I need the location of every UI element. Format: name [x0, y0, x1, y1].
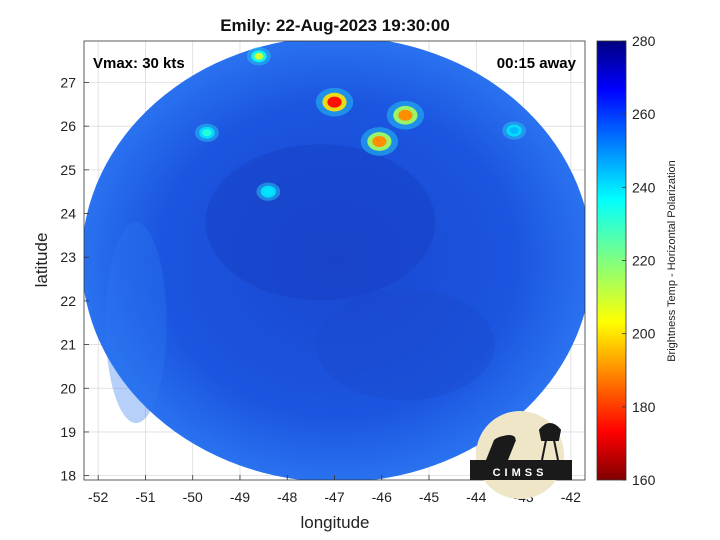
x-tick-label: -50 — [183, 489, 203, 505]
y-tick-label: 19 — [60, 424, 76, 440]
feature-core — [398, 109, 413, 121]
chart-title: Emily: 22-Aug-2023 19:30:00 — [220, 16, 450, 35]
water-tower-icon — [538, 423, 562, 461]
feature-core — [372, 135, 387, 147]
y-tick-label: 18 — [60, 468, 76, 484]
y-tick-label: 22 — [60, 293, 76, 309]
x-tick-label: -44 — [466, 489, 486, 505]
cimss-logo: CIMSS — [470, 411, 572, 499]
feature-core — [263, 188, 273, 196]
y-tick-label: 20 — [60, 380, 76, 396]
y-tick-label: 23 — [60, 249, 76, 265]
swath-edge-warm-region — [105, 222, 167, 423]
feature-core — [327, 96, 342, 108]
feature-core — [509, 127, 519, 135]
x-tick-label: -52 — [88, 489, 108, 505]
x-tick-label: -47 — [324, 489, 344, 505]
colorbar-tick-label: 280 — [632, 33, 656, 49]
colorbar-ramp — [596, 40, 627, 481]
swath-cold-region — [205, 144, 436, 301]
x-tick-label: -46 — [372, 489, 392, 505]
colorbar-label: Brightness Temp - Horizontal Polarizatio… — [666, 160, 678, 362]
colorbar-tick-label: 260 — [632, 106, 656, 122]
swath-layer — [84, 41, 585, 480]
logo-text: CIMSS — [493, 467, 548, 479]
y-ticks: 18 19 20 21 22 23 24 25 26 27 — [60, 74, 89, 484]
x-tick-label: -45 — [419, 489, 439, 505]
x-tick-label: -42 — [561, 489, 581, 505]
swath-cold-region — [316, 288, 495, 401]
logo-base — [470, 460, 572, 480]
y-tick-label: 25 — [60, 162, 76, 178]
colorbar: 280 260 240 220 200 180 160 Brightness Temp - … — [596, 33, 678, 488]
y-tick-label: 27 — [60, 74, 76, 90]
x-tick-label: -51 — [135, 489, 155, 505]
feature-layer — [194, 47, 527, 201]
y-axis-label: latitude — [32, 233, 51, 288]
colorbar-tick-label: 160 — [632, 472, 656, 488]
y-tick-label: 21 — [60, 337, 76, 353]
colorbar-tick-label: 200 — [632, 326, 656, 342]
plot-area: -52-51-50-49-48-47-46-45-44-43-42 181920… — [60, 40, 586, 505]
x-ticks: -52-51-50-49-48-47-46-45-44-43-42 — [88, 475, 581, 505]
x-axis-label: longitude — [300, 513, 369, 532]
dish-reflector-icon — [492, 435, 516, 449]
colorbar-ticks: 280 260 240 220 200 180 160 — [622, 33, 656, 488]
x-tick-label: -49 — [230, 489, 250, 505]
time-away-annotation: 00:15 away — [497, 55, 577, 72]
colorbar-tick-label: 220 — [632, 253, 656, 269]
feature-core — [254, 52, 264, 60]
x-tick-label: -48 — [277, 489, 297, 505]
colorbar-tick-label: 180 — [632, 399, 656, 415]
y-tick-label: 24 — [60, 206, 76, 222]
brightness-temp-swath — [84, 41, 585, 480]
vmax-annotation: Vmax: 30 kts — [93, 55, 185, 72]
y-tick-label: 26 — [60, 118, 76, 134]
colorbar-tick-label: 240 — [632, 179, 656, 195]
feature-core — [202, 129, 212, 137]
